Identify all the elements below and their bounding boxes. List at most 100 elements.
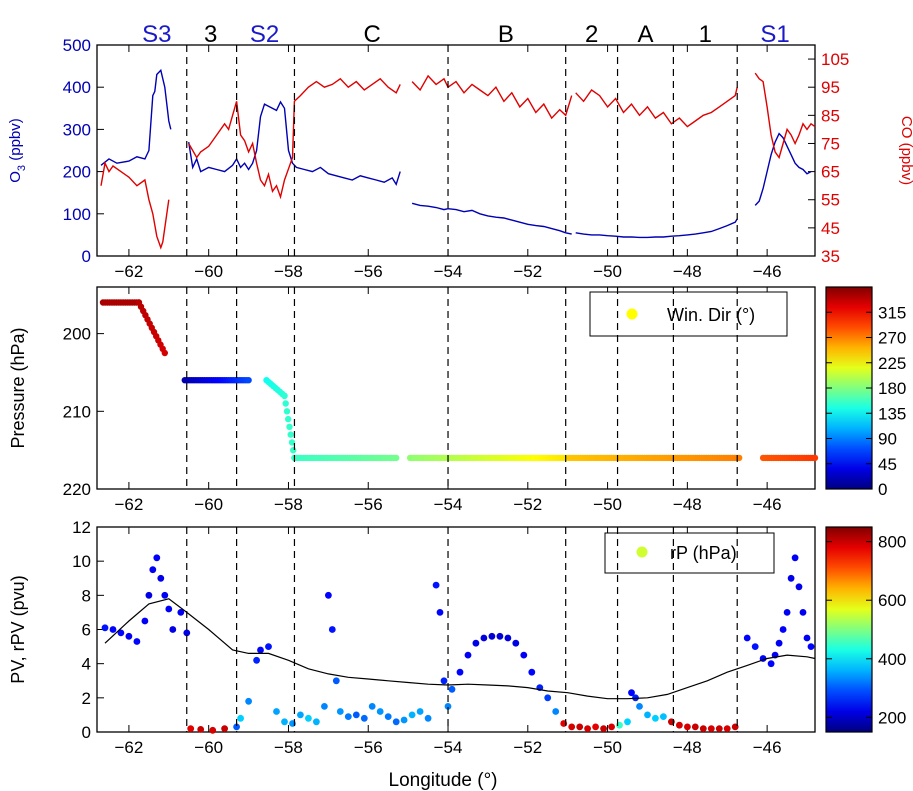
pv-point <box>149 566 157 574</box>
colorbar-wind-tick-label-4: 180 <box>878 379 906 398</box>
co-axis-label: CO (ppbv) <box>898 116 913 185</box>
o3-line-segment-0 <box>100 68 172 166</box>
pv-point <box>472 639 480 647</box>
pv-point <box>117 629 125 637</box>
x-tick-label-2-8: −46 <box>753 495 782 514</box>
pv-point <box>392 718 400 726</box>
pv-axis-tick-label-4: 8 <box>82 586 91 605</box>
x-tick-label-1-6: −50 <box>593 262 622 281</box>
pv-point <box>480 634 488 642</box>
pv-point <box>636 703 643 710</box>
pv-point <box>707 725 715 732</box>
pv-point <box>608 723 615 731</box>
pv-point <box>257 646 264 654</box>
segment-label-2: 2 <box>585 21 598 48</box>
pv-axis-tick-label-0: 0 <box>82 723 91 742</box>
x-tick-label-2-4: −54 <box>434 495 463 514</box>
pv-point <box>791 554 799 562</box>
colorbar-wind-tick-label-1: 45 <box>878 455 897 474</box>
segment-label-S3: S3 <box>142 21 171 48</box>
pv-point <box>221 725 229 732</box>
pv-point <box>273 708 280 715</box>
pv-point <box>305 714 312 722</box>
pv-point <box>504 634 512 642</box>
legend-label-wind: Win. Dir (°) <box>667 305 755 325</box>
colorbar-wind-tick-label-2: 90 <box>878 430 897 449</box>
pv-point <box>448 685 456 693</box>
pv-point <box>807 643 815 650</box>
x-tick-label-3-6: −50 <box>593 738 622 757</box>
x-tick-label-3-3: −56 <box>354 738 383 757</box>
pressure-axis-tick-label-1: 210 <box>63 402 91 421</box>
colorbar-wind-tick-label-3: 135 <box>878 404 906 423</box>
pv-point <box>352 711 360 719</box>
pv-point <box>660 713 667 720</box>
pv-point <box>440 677 448 685</box>
colorbar-wind-tick-label-0: 0 <box>878 480 887 499</box>
segment-labels: S3 3 S2 C B 2 A 1 S1 <box>142 21 790 48</box>
pv-point <box>133 638 141 645</box>
pv-point <box>779 626 787 633</box>
o3-axis-tick-label-3: 300 <box>63 120 91 139</box>
segment-label-B: B <box>498 21 514 48</box>
pv-point <box>787 574 795 582</box>
x-tick-label-1-2: −58 <box>274 262 303 281</box>
pressure-point <box>287 431 294 438</box>
pv-point <box>161 591 169 599</box>
co-axis-tick-label-2: 55 <box>821 191 840 210</box>
x-tick-label-2-6: −50 <box>593 495 622 514</box>
pv-point <box>624 718 631 726</box>
co-axis-tick-label-6: 95 <box>821 78 840 97</box>
pressure-point <box>290 447 297 454</box>
pv-point <box>699 725 707 732</box>
colorbar-rp-tick-label-0: 200 <box>878 708 906 727</box>
pv-point <box>576 723 584 731</box>
pv-point <box>360 714 368 722</box>
pv-point <box>584 725 591 732</box>
x-tick-label-2-5: −52 <box>513 495 542 514</box>
pressure-point <box>283 408 291 415</box>
colorbar-wind-tick-label-7: 315 <box>878 303 906 322</box>
pv-point <box>153 554 161 562</box>
pv-point <box>169 626 177 633</box>
x-tick-label-3-4: −54 <box>434 738 463 757</box>
x-tick-label-1-0: −62 <box>114 262 143 281</box>
segment-label-3: 3 <box>204 21 217 48</box>
colorbar-wind-tick-label-6: 270 <box>878 329 906 348</box>
pv-axis-tick-label-3: 6 <box>82 621 91 640</box>
pressure-point <box>286 423 293 430</box>
pv-point <box>432 581 440 589</box>
x-tick-label-1-8: −46 <box>753 262 782 281</box>
x-tick-label-2-3: −56 <box>354 495 383 514</box>
colorbar-rp-tick-label-2: 600 <box>878 591 906 610</box>
pv-point <box>332 677 340 685</box>
x-tick-label-1-5: −52 <box>513 262 542 281</box>
pv-point <box>723 725 731 732</box>
pv-point <box>795 583 803 591</box>
pv-point <box>775 639 783 647</box>
x-tick-label-3-5: −52 <box>513 738 542 757</box>
co-axis-tick-label-5: 85 <box>821 106 840 125</box>
pv-point <box>488 632 496 640</box>
pressure-point <box>285 415 292 423</box>
pv-point <box>209 726 217 734</box>
pressure-point <box>811 454 819 462</box>
o3-axis-tick-label-4: 400 <box>63 78 91 97</box>
pv-point <box>456 668 464 676</box>
pv-point <box>592 723 599 731</box>
panel-o3-co: −62 −60 −58 −56 −54 −52 −50 −48 −46 0 100 200 300 400… <box>7 36 913 281</box>
pv-point <box>376 708 384 715</box>
pv-point <box>368 703 376 710</box>
o3-axis-label: O3 (ppbv) <box>7 118 28 182</box>
plot-frame-2 <box>96 286 816 490</box>
pv-point <box>237 714 245 722</box>
pv-point <box>644 711 651 719</box>
pv-axis-tick-label-5: 10 <box>72 552 91 571</box>
rpv-line-segment-0 <box>104 598 816 700</box>
pv-point <box>325 591 332 599</box>
colorbar-rp-tick-label-1: 400 <box>878 650 906 669</box>
legend-marker-rp <box>636 546 648 558</box>
plot-frame-1 <box>96 44 816 257</box>
pv-point <box>344 713 352 720</box>
pv-point <box>281 718 288 726</box>
